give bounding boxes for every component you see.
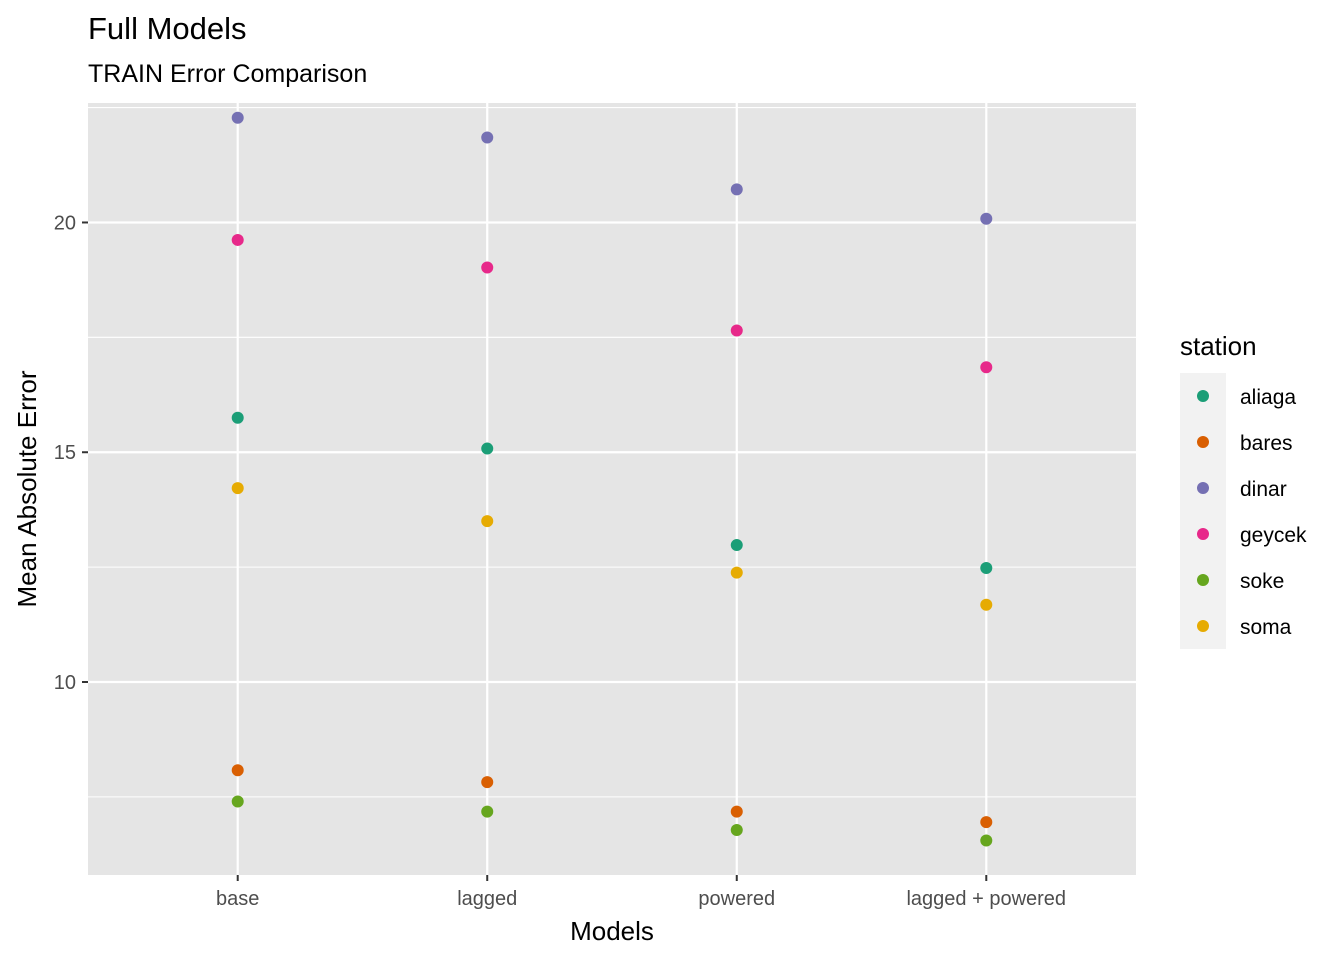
y-axis-title: Mean Absolute Error — [12, 370, 42, 607]
point-dinar — [481, 131, 494, 144]
legend-key-aliaga — [1197, 390, 1209, 402]
legend-label-soke: soke — [1240, 570, 1284, 593]
x-axis: base lagged powered lagged + powered — [216, 875, 1066, 910]
chart-title: Full Models — [88, 11, 247, 46]
legend-title: station — [1180, 331, 1257, 361]
legend-label-geycek: geycek — [1240, 524, 1307, 547]
point-soke — [481, 805, 494, 818]
point-soma — [730, 566, 743, 579]
point-soke — [980, 834, 993, 847]
point-dinar — [730, 183, 743, 196]
plot-panel — [88, 103, 1136, 875]
legend-key-soke — [1197, 574, 1209, 586]
minor-gridlines — [88, 107, 1136, 798]
data-points — [231, 111, 993, 847]
point-bares — [980, 816, 993, 829]
x-tick-label: base — [216, 888, 259, 910]
y-tick-label: 20 — [54, 212, 76, 234]
point-geycek — [730, 324, 743, 337]
legend-label-aliaga: aliaga — [1240, 386, 1296, 409]
point-dinar — [231, 111, 244, 124]
legend-key-dinar — [1197, 482, 1209, 494]
x-axis-title: Models — [570, 916, 654, 946]
y-axis: 10 15 20 — [54, 212, 88, 694]
point-dinar — [980, 212, 993, 225]
legend-key-geycek — [1197, 528, 1209, 540]
point-soma — [231, 482, 244, 495]
point-bares — [481, 776, 494, 789]
y-tick-label: 15 — [54, 442, 76, 464]
legend-label-bares: bares — [1240, 432, 1293, 455]
point-geycek — [980, 361, 993, 374]
legend-items: aliaga bares dinar geycek soke soma — [1197, 386, 1307, 639]
major-gridlines — [88, 103, 1136, 875]
x-tick-label: powered — [698, 888, 775, 910]
x-tick-label: lagged + powered — [906, 888, 1066, 910]
legend-label-soma: soma — [1240, 616, 1292, 639]
x-tick-label: lagged — [457, 888, 517, 910]
legend-key-soma — [1197, 620, 1209, 632]
point-bares — [231, 764, 244, 777]
point-soke — [231, 795, 244, 808]
chart-subtitle: TRAIN Error Comparison — [88, 60, 367, 88]
legend-label-dinar: dinar — [1240, 478, 1287, 501]
point-bares — [730, 805, 743, 818]
point-aliaga — [231, 411, 244, 424]
point-soma — [980, 598, 993, 611]
legend-key-bares — [1197, 436, 1209, 448]
point-aliaga — [980, 562, 993, 575]
point-geycek — [231, 233, 244, 246]
legend-key-background — [1180, 373, 1226, 649]
point-soke — [730, 823, 743, 836]
point-soma — [481, 515, 494, 528]
point-aliaga — [481, 442, 494, 455]
point-geycek — [481, 261, 494, 274]
y-tick-label: 10 — [54, 672, 76, 694]
legend: station aliaga bares dinar geycek soke soma — [1180, 331, 1307, 649]
point-aliaga — [730, 539, 743, 552]
